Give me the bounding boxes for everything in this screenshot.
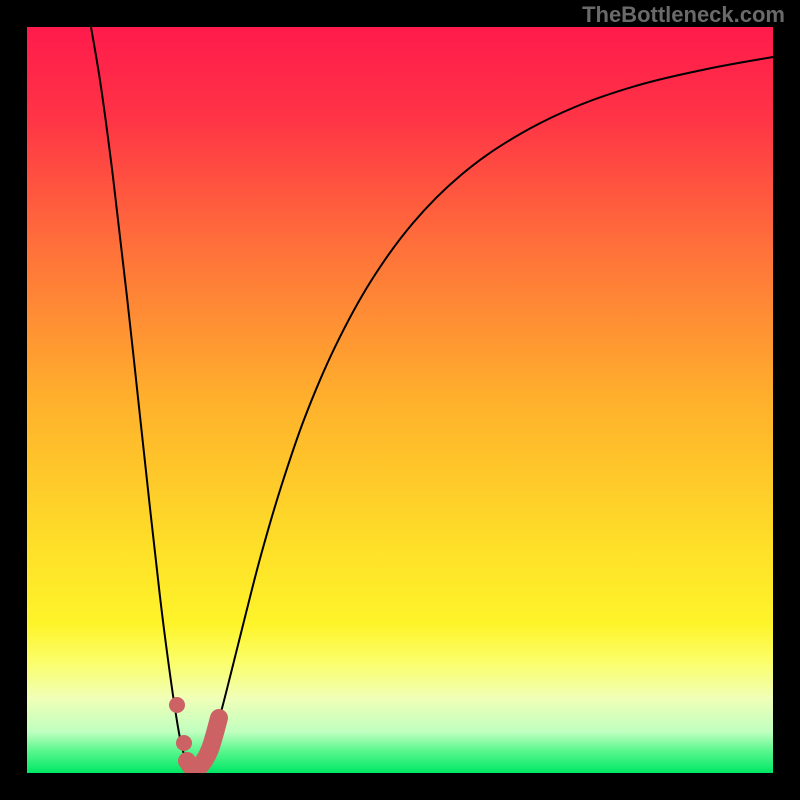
chart-svg — [27, 27, 773, 773]
tick-marker — [176, 735, 192, 751]
chart-frame: TheBottleneck.com — [0, 0, 800, 800]
plot-area — [27, 27, 773, 773]
watermark-label: TheBottleneck.com — [582, 2, 785, 28]
tick-marker — [169, 697, 185, 713]
